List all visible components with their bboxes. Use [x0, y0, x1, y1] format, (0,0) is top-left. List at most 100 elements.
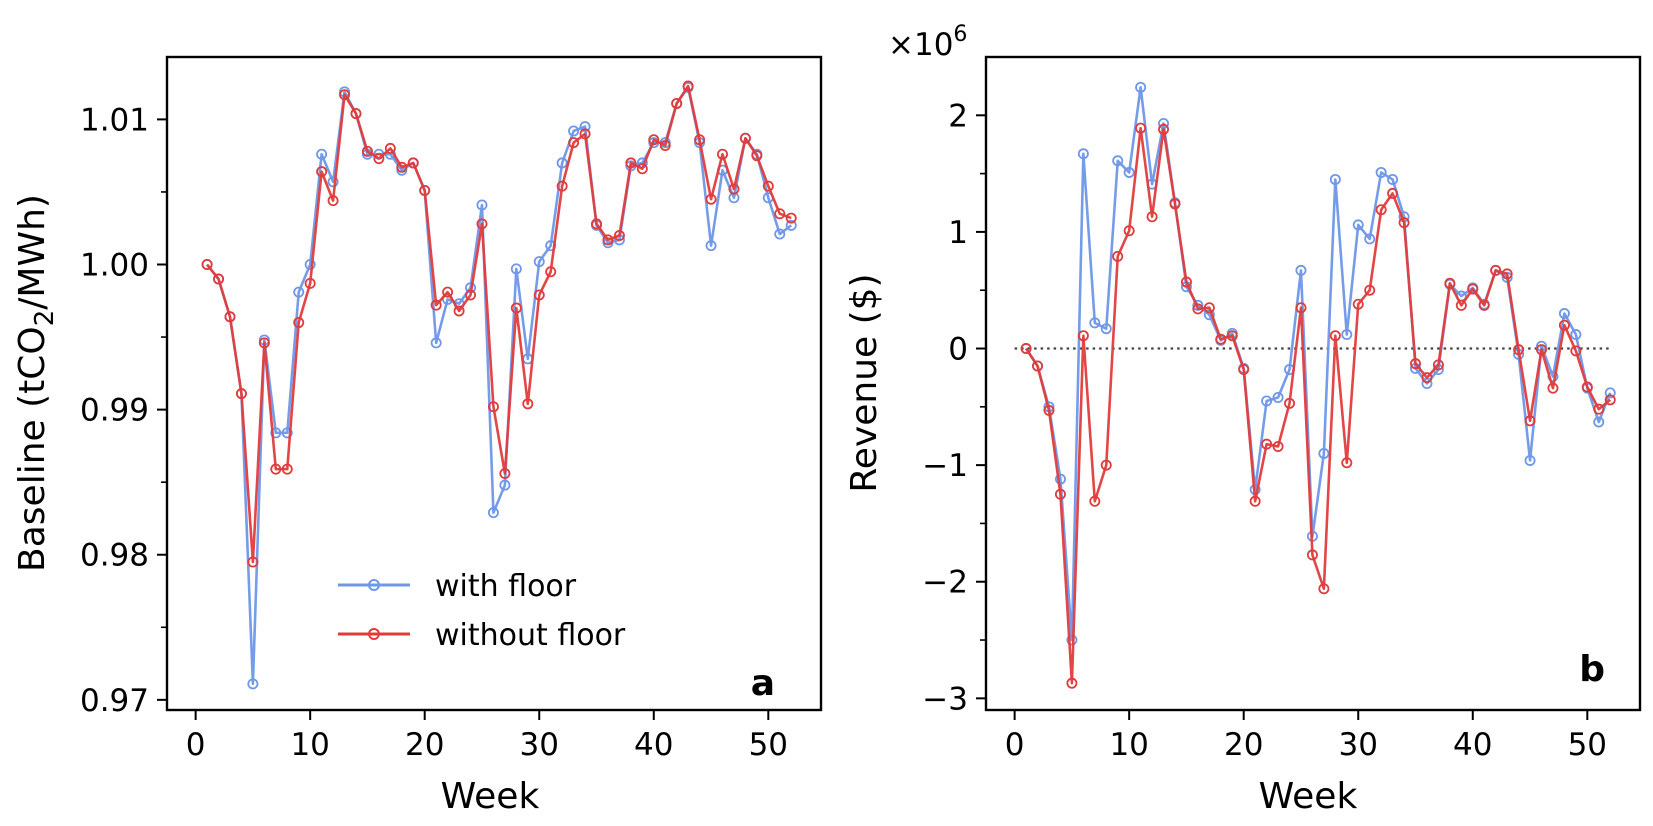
- panel-b-label: b: [1579, 649, 1605, 690]
- panel-b-point-with-floor: [1261, 395, 1273, 407]
- panel-b-point-with-floor: [1329, 173, 1341, 185]
- panel-a-point-with-floor: [487, 507, 499, 519]
- panel-b-x-tick-label: 30: [1339, 727, 1378, 763]
- panel-a-point-with-floor: [510, 263, 522, 275]
- panel-a-point-without-floor: [533, 289, 545, 301]
- panel-b-point-without-floor: [1318, 583, 1330, 595]
- panel-a-point-without-floor: [545, 266, 557, 278]
- panel-b-point-with-floor: [1387, 173, 1399, 185]
- panel-a-plot-area: [201, 80, 797, 690]
- panel-b-ticks: 0 10 20 30 40 50 −3 −2 −1 0 1 2: [922, 98, 1607, 763]
- legend-label-without-floor: without floor: [435, 618, 626, 653]
- panel-b-point-with-floor: [1318, 447, 1330, 459]
- panel-b-point-without-floor: [1604, 394, 1616, 406]
- panel-a-point-without-floor: [373, 153, 385, 165]
- panel-a-point-without-floor: [751, 150, 763, 162]
- panel-a-y-tick-label: 0.98: [80, 538, 149, 574]
- panel-b-point-without-floor: [1158, 123, 1170, 135]
- panel-b: 0 10 20 30 40 50 −3 −2 −1 0 1 2 Week Revenue ($) ×1…: [844, 22, 1642, 817]
- panel-a-y-tick-label: 0.97: [80, 683, 149, 719]
- panel-a-point-without-floor: [591, 218, 603, 230]
- panel-b-series-line-with-floor: [1025, 86, 1612, 642]
- panel-b-point-without-floor: [1089, 495, 1101, 507]
- panel-b-point-with-floor: [1341, 329, 1353, 341]
- panel-a-point-without-floor: [510, 302, 522, 314]
- panel-b-point-without-floor: [1352, 298, 1364, 310]
- panel-a-point-without-floor: [556, 180, 568, 192]
- panel-a-point-without-floor: [671, 97, 683, 109]
- panel-a-point-with-floor: [281, 427, 293, 439]
- panel-b-plot-area: [1014, 81, 1616, 689]
- panel-a-axes-frame: [165, 55, 823, 712]
- panel-a-point-without-floor: [694, 134, 706, 146]
- panel-a-point-without-floor: [682, 80, 694, 92]
- panel-b-axes-frame: [984, 55, 1642, 712]
- panel-b-point-without-floor: [1169, 198, 1181, 210]
- panel-a-legend: with floor without floor: [338, 569, 626, 653]
- panel-a-y-axis-label: Baseline (tCO2/MWh): [12, 194, 60, 572]
- panel-b-point-without-floor: [1066, 677, 1078, 689]
- panel-a-point-without-floor: [728, 183, 740, 195]
- panel-a-point-with-floor: [533, 256, 545, 268]
- panel-b-point-without-floor: [1272, 440, 1284, 452]
- panel-b-point-with-floor: [1352, 219, 1364, 231]
- panel-a-point-with-floor: [327, 176, 339, 188]
- panel-b-point-with-floor: [1077, 148, 1089, 160]
- panel-b-point-without-floor: [1261, 438, 1273, 450]
- panel-a-point-without-floor: [739, 132, 751, 144]
- panel-b-point-without-floor: [1020, 343, 1032, 355]
- legend-label-with-floor: with floor: [435, 569, 577, 604]
- panel-b-point-without-floor: [1238, 364, 1250, 376]
- panel-b-y-tick-label: −3: [922, 681, 968, 717]
- panel-b-point-without-floor: [1410, 358, 1422, 370]
- panel-b-point-with-floor: [1135, 81, 1147, 93]
- panel-a-point-without-floor: [785, 212, 797, 224]
- panel-a-point-with-floor: [705, 240, 717, 252]
- panel-b-y-tick-label: 2: [948, 98, 968, 134]
- panel-b-point-without-floor: [1226, 330, 1238, 342]
- panel-b-point-with-floor: [1604, 387, 1616, 399]
- panel-a-point-without-floor: [568, 137, 580, 149]
- panel-a-point-with-floor: [774, 228, 786, 240]
- panel-a-point-without-floor: [258, 337, 270, 349]
- panel-a-point-with-floor: [247, 678, 259, 690]
- panel-b-series-line-without-floor: [1025, 126, 1612, 685]
- panel-a-point-without-floor: [442, 286, 454, 298]
- panel-b-x-tick-label: 50: [1568, 727, 1607, 763]
- panel-a-point-without-floor: [625, 157, 637, 169]
- panel-a-point-without-floor: [579, 128, 591, 140]
- panel-b-point-without-floor: [1123, 225, 1135, 237]
- panel-a-point-without-floor: [224, 311, 236, 323]
- panel-b-point-without-floor: [1329, 330, 1341, 342]
- panel-a-point-without-floor: [430, 299, 442, 311]
- panel-a-x-tick-label: 40: [634, 727, 673, 763]
- panel-a-point-without-floor: [361, 145, 373, 157]
- panel-b-y-tick-label: 1: [948, 215, 968, 251]
- panel-b-point-with-floor: [1570, 329, 1582, 341]
- panel-b-point-without-floor: [1249, 495, 1261, 507]
- panel-b-point-without-floor: [1536, 344, 1548, 356]
- panel-b-point-without-floor: [1501, 268, 1513, 280]
- panel-a-x-tick-label: 0: [186, 727, 206, 763]
- panel-a-x-axis-label: Week: [441, 776, 540, 817]
- panel-b-point-without-floor: [1077, 330, 1089, 342]
- panel-a-x-tick-label: 10: [290, 727, 329, 763]
- panel-b-point-without-floor: [1455, 299, 1467, 311]
- panel-b-point-without-floor: [1513, 344, 1525, 356]
- panel-b-point-without-floor: [1581, 381, 1593, 393]
- panel-a-point-without-floor: [499, 467, 511, 479]
- panel-a-point-with-floor: [579, 121, 591, 133]
- panel-b-point-without-floor: [1341, 457, 1353, 469]
- panel-a-point-without-floor: [350, 108, 362, 120]
- panel-a-point-without-floor: [774, 208, 786, 220]
- panel-a-point-without-floor: [396, 161, 408, 173]
- panel-b-x-tick-label: 40: [1453, 727, 1492, 763]
- panel-b-point-without-floor: [1570, 345, 1582, 357]
- panel-a-point-with-floor: [293, 286, 305, 298]
- panel-a-point-without-floor: [281, 463, 293, 475]
- panel-a-point-without-floor: [602, 234, 614, 246]
- panel-b-point-without-floor: [1432, 359, 1444, 371]
- panel-b-y-tick-label: 0: [948, 332, 968, 368]
- panel-a-point-without-floor: [247, 556, 259, 568]
